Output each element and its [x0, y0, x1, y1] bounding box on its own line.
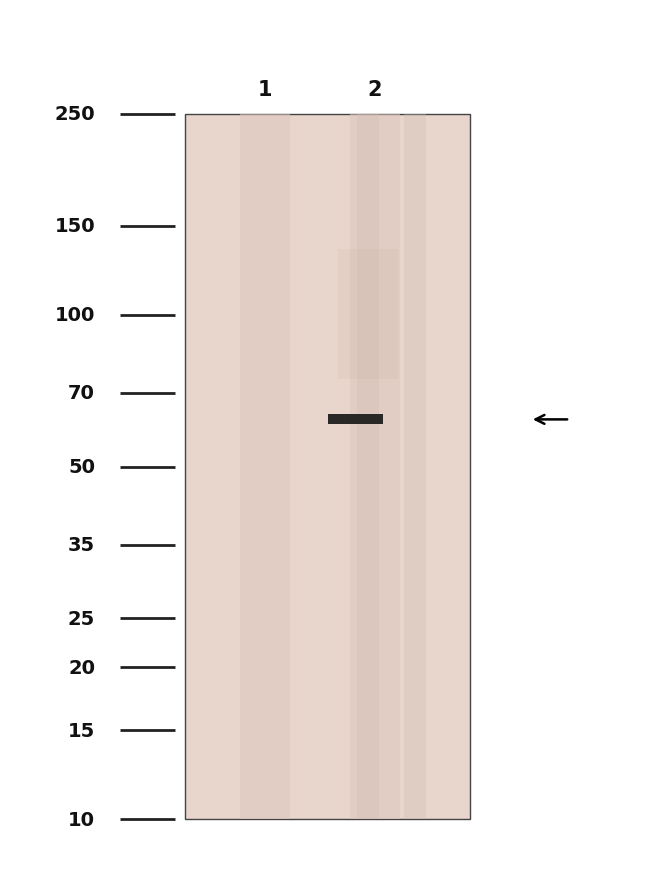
- Text: 100: 100: [55, 306, 95, 325]
- Bar: [240, 115, 290, 819]
- Text: 10: 10: [68, 810, 95, 828]
- Text: 20: 20: [68, 658, 95, 677]
- Text: 250: 250: [55, 105, 95, 124]
- Text: 2: 2: [368, 80, 382, 100]
- Text: 25: 25: [68, 609, 95, 628]
- Bar: [338, 249, 398, 380]
- Text: 70: 70: [68, 384, 95, 403]
- Text: 1: 1: [258, 80, 272, 100]
- Bar: [350, 115, 400, 819]
- Bar: [357, 115, 379, 819]
- Text: 150: 150: [55, 217, 95, 236]
- Text: 35: 35: [68, 535, 95, 554]
- Bar: [404, 115, 426, 819]
- Text: 15: 15: [68, 721, 95, 740]
- Text: 50: 50: [68, 457, 95, 476]
- Bar: [328, 415, 382, 425]
- Bar: [185, 115, 470, 819]
